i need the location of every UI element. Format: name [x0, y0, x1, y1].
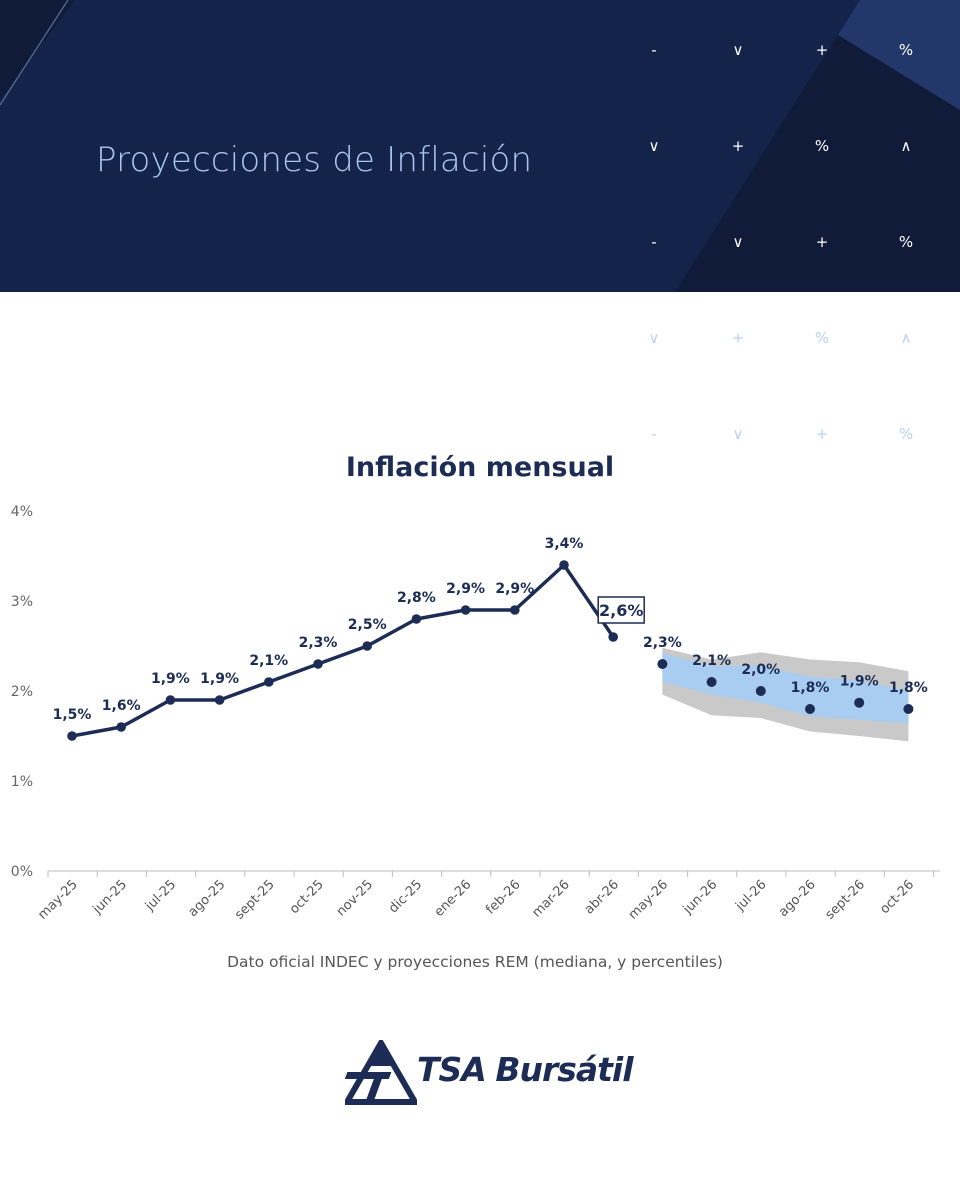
symbol-glyph: ∨ [648, 137, 660, 155]
data-label: 1,6% [102, 698, 141, 714]
header-banner: Proyecciones de Inflación [0, 0, 960, 292]
logo-tsa-bursatil: TSA Bursátil [345, 1040, 634, 1110]
data-point-official [165, 695, 176, 705]
symbol-glyph: - [651, 41, 657, 59]
x-tick-label: mar-26 [529, 877, 572, 920]
x-tick-label: feb-26 [483, 877, 523, 917]
symbol-glyph: + [815, 425, 829, 443]
data-label: 1,5% [53, 707, 92, 723]
data-label: 1,9% [200, 671, 239, 687]
data-point-official [460, 605, 471, 615]
logo-emblem-icon [345, 1040, 417, 1105]
x-tick-label: abr-26 [582, 877, 622, 917]
page-title: Proyecciones de Inflación [96, 140, 533, 180]
data-point-official [214, 695, 225, 705]
data-point-official [608, 632, 618, 642]
data-label: 2,3% [643, 635, 682, 651]
y-tick-label: 0% [11, 864, 33, 880]
x-tick-label: ene-26 [432, 877, 475, 920]
logo-text: TSA Bursátil [417, 1050, 634, 1089]
x-tick-label: oct-25 [287, 877, 327, 917]
y-tick-label: 2% [11, 684, 33, 700]
y-tick-label: 1% [11, 774, 33, 790]
symbol-glyph: + [731, 329, 745, 347]
y-tick-label: 3% [11, 594, 33, 610]
symbol-glyph: % [898, 425, 914, 443]
chart-title: Inflación mensual [345, 452, 615, 483]
x-tick-label: sept-26 [823, 877, 869, 923]
chart-caption: Dato oficial INDEC y proyecciones REM (m… [227, 953, 723, 971]
symbol-glyph: - [651, 233, 657, 251]
data-point-projection [854, 697, 865, 708]
data-label: 2,3% [299, 635, 338, 651]
data-point-official [362, 641, 373, 651]
symbol-glyph: ∨ [648, 329, 660, 347]
x-tick-label: may-25 [35, 877, 80, 922]
data-point-official [559, 560, 569, 570]
percentile-band-inner [662, 653, 909, 724]
data-point-official [264, 677, 274, 687]
data-point-official [67, 731, 77, 741]
data-point-official [116, 722, 126, 732]
data-label: 1,9% [151, 671, 190, 687]
logo-text-bursatil: Bursátil [495, 1050, 633, 1089]
logo-text-tsa: TSA [417, 1050, 487, 1089]
x-tick-label: oct-26 [877, 877, 917, 917]
x-tick-label: sept-25 [232, 877, 278, 923]
data-label: 1,8% [791, 680, 830, 696]
symbol-glyph: % [898, 41, 914, 59]
x-tick-label: jul-25 [142, 877, 179, 914]
x-tick-label: jul-26 [732, 877, 769, 914]
data-label: 1,8% [889, 680, 928, 696]
symbol-glyph: % [814, 137, 830, 155]
data-label: 2,6% [599, 601, 643, 620]
symbol-glyph: ∧ [900, 137, 912, 155]
data-label: 3,4% [545, 536, 584, 552]
x-tick-label: ago-25 [186, 877, 229, 920]
data-label: 2,1% [249, 653, 288, 669]
data-point-projection [805, 704, 815, 714]
symbol-glyph: ∨ [732, 41, 744, 59]
data-point-projection [706, 677, 717, 687]
symbol-glyph: ∨ [732, 233, 744, 251]
x-tick-label: ago-26 [776, 877, 819, 920]
data-point-projection [903, 704, 914, 714]
data-label: 2,0% [741, 662, 780, 678]
symbol-glyph: ∧ [900, 329, 912, 347]
data-label: 2,8% [397, 590, 436, 606]
series-line-official [71, 563, 615, 738]
header-background [0, 0, 960, 292]
symbol-glyph: - [651, 425, 657, 443]
symbol-glyph: ∨ [732, 425, 744, 443]
data-point-projection [755, 686, 766, 696]
x-tick-label: jun-26 [680, 877, 721, 918]
data-label-box [597, 596, 645, 624]
data-label: 2,9% [446, 581, 485, 597]
symbol-glyph: + [815, 233, 829, 251]
data-label: 2,1% [692, 653, 731, 669]
x-tick-label: dic-25 [386, 877, 425, 916]
symbol-glyph: % [814, 329, 830, 347]
data-point-projection [657, 659, 668, 669]
data-label: 1,9% [840, 674, 879, 690]
data-label: 2,5% [348, 617, 387, 633]
data-point-official [411, 614, 422, 624]
symbol-glyph: + [731, 137, 745, 155]
symbol-glyph: % [898, 233, 914, 251]
data-point-official [510, 605, 520, 615]
data-point-official [313, 659, 323, 669]
x-tick-label: nov-25 [334, 877, 376, 919]
symbol-glyph: + [815, 41, 829, 59]
x-tick-label: may-26 [626, 877, 671, 922]
y-tick-label: 4% [11, 504, 33, 520]
data-label: 2,9% [495, 581, 534, 597]
x-tick-label: jun-25 [89, 877, 130, 918]
